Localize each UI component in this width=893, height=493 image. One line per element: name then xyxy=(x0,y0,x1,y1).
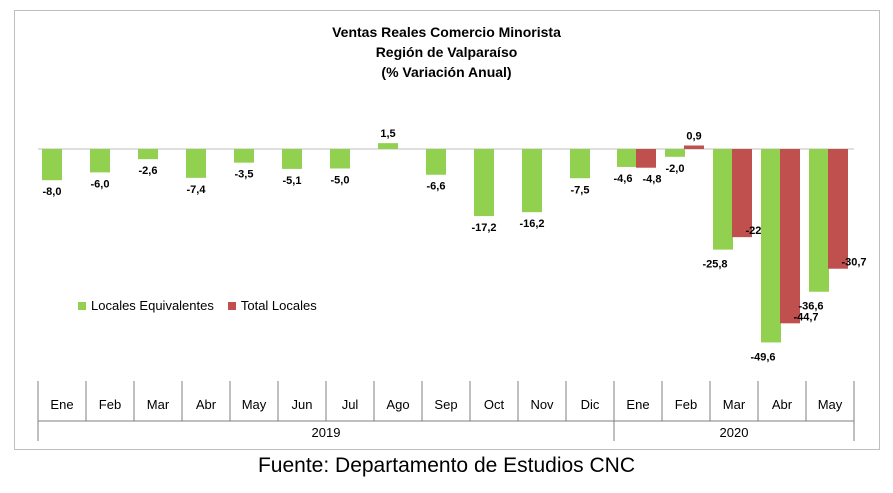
source-note: Fuente: Departamento de Estudios CNC xyxy=(257,454,636,477)
chart-title-line-2: Región de Valparaíso xyxy=(375,44,518,60)
category-tick-label: May xyxy=(818,397,843,412)
bar-locales-equivalentes xyxy=(522,149,542,213)
bar-locales-equivalentes xyxy=(617,149,637,167)
data-label: -17,2 xyxy=(471,222,496,234)
data-label: -7,4 xyxy=(187,184,207,196)
legend-item-locales-equivalentes: Locales Equivalentes xyxy=(78,298,214,313)
category-tick-label: Nov xyxy=(530,397,554,412)
data-label: -4,8 xyxy=(643,174,662,186)
data-label: -3,5 xyxy=(235,169,254,181)
category-tick-label: Ene xyxy=(626,397,649,412)
legend-label: Locales Equivalentes xyxy=(91,298,214,313)
bar-locales-equivalentes xyxy=(761,149,781,343)
data-label: -36,6 xyxy=(798,301,823,313)
data-label: -8,0 xyxy=(43,186,62,198)
data-label: -2,0 xyxy=(666,163,685,175)
data-label: -6,0 xyxy=(91,178,110,190)
category-tick-label: Dic xyxy=(581,397,600,412)
bar-total-locales xyxy=(684,145,704,149)
chart-title-line-3: (% Variación Anual) xyxy=(381,64,512,80)
data-label: -7,5 xyxy=(571,184,590,196)
category-tick-label: Abr xyxy=(196,397,217,412)
bar-locales-equivalentes xyxy=(138,149,158,160)
bar-locales-equivalentes xyxy=(330,149,350,169)
legend-swatch-green xyxy=(78,301,86,310)
bar-locales-equivalentes xyxy=(570,149,590,179)
bar-locales-equivalentes xyxy=(42,149,62,181)
data-label: 1,5 xyxy=(380,128,395,140)
data-label: -30,7 xyxy=(841,257,866,269)
bar-locales-equivalentes xyxy=(282,149,302,169)
category-tick-label: Ene xyxy=(50,397,73,412)
bar-total-locales xyxy=(732,149,752,238)
data-label: -44,7 xyxy=(793,311,818,323)
bar-total-locales xyxy=(780,149,800,324)
data-label: -5,1 xyxy=(283,175,302,187)
chart-frame xyxy=(14,10,880,450)
data-label: -4,6 xyxy=(614,173,633,185)
bar-total-locales xyxy=(636,149,656,168)
category-tick-label: Feb xyxy=(99,397,121,412)
bar-locales-equivalentes xyxy=(426,149,446,175)
bar-locales-equivalentes xyxy=(665,149,685,157)
data-label: -5,0 xyxy=(331,175,350,187)
data-label: -49,6 xyxy=(750,351,775,363)
legend-item-total-locales: Total Locales xyxy=(227,298,317,313)
data-label: -16,2 xyxy=(519,218,544,230)
legend-label: Total Locales xyxy=(240,298,317,313)
category-tick-label: Mar xyxy=(723,397,746,412)
category-tick-label: Sep xyxy=(434,397,457,412)
category-tick-label: May xyxy=(242,397,267,412)
bar-locales-equivalentes xyxy=(234,149,254,163)
bar-locales-equivalentes xyxy=(186,149,206,178)
bar-locales-equivalentes xyxy=(90,149,110,173)
bar-locales-equivalentes xyxy=(378,143,398,149)
bar-locales-equivalentes xyxy=(474,149,494,217)
category-tick-label: Abr xyxy=(772,397,793,412)
bar-locales-equivalentes xyxy=(809,149,829,292)
chart-title-line-1: Ventas Reales Comercio Minorista xyxy=(332,24,561,40)
category-tick-label: Oct xyxy=(484,397,505,412)
data-label: -6,6 xyxy=(427,181,446,193)
data-label: 0,9 xyxy=(686,130,701,142)
bar-total-locales xyxy=(828,149,848,269)
year-group-label: 2019 xyxy=(312,425,341,440)
legend-swatch-red xyxy=(227,301,236,310)
category-tick-label: Feb xyxy=(675,397,697,412)
category-tick-label: Ago xyxy=(386,397,409,412)
legend: Locales Equivalentes Total Locales xyxy=(78,298,331,313)
data-label: -25,8 xyxy=(702,259,727,271)
category-tick-label: Jun xyxy=(292,397,313,412)
year-group-label: 2020 xyxy=(720,425,749,440)
category-tick-label: Mar xyxy=(147,397,170,412)
data-label: -2,6 xyxy=(139,165,158,177)
bar-locales-equivalentes xyxy=(713,149,733,250)
category-tick-label: Jul xyxy=(342,397,359,412)
